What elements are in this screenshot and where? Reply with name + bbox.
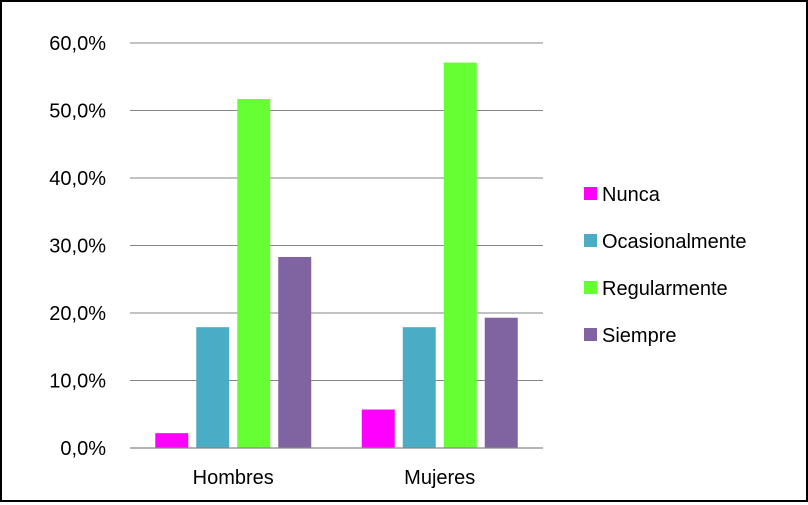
y-tick-label: 40,0%: [49, 168, 106, 190]
legend-swatch-nunca: [584, 187, 597, 200]
x-tick-labels: Hombres Mujeres: [193, 467, 476, 489]
bar-nunca-hombres: [155, 433, 189, 448]
x-tick-label: Mujeres: [404, 467, 475, 489]
y-tick-label: 10,0%: [49, 371, 106, 393]
legend-label-regularmente: Regularmente: [602, 278, 728, 300]
legend-swatch-siempre: [584, 328, 597, 341]
legend-label-nunca: Nunca: [602, 184, 661, 206]
bar-nunca-mujeres: [361, 409, 395, 448]
bar-siempre-mujeres: [484, 317, 518, 448]
bar-ocasionalmente-hombres: [196, 327, 230, 448]
bar-siempre-hombres: [278, 256, 312, 448]
y-tick-labels: 0,0% 10,0% 20,0% 30,0% 40,0% 50,0% 60,0%: [49, 33, 106, 460]
legend: Nunca Ocasionalmente Regularmente Siempre: [584, 184, 747, 347]
legend-label-siempre: Siempre: [602, 325, 676, 347]
bars: [155, 62, 518, 449]
legend-swatch-regularmente: [584, 281, 597, 294]
bar-regularmente-hombres: [237, 99, 271, 449]
y-tick-label: 50,0%: [49, 101, 106, 123]
legend-label-ocasionalmente: Ocasionalmente: [602, 231, 747, 253]
x-tick-label: Hombres: [193, 467, 274, 489]
y-tick-label: 0,0%: [60, 438, 106, 460]
y-tick-label: 60,0%: [49, 33, 106, 55]
legend-swatch-ocasionalmente: [584, 234, 597, 247]
bar-regularmente-mujeres: [443, 62, 477, 448]
y-tick-label: 30,0%: [49, 236, 106, 258]
gridlines: [130, 42, 543, 381]
bar-ocasionalmente-mujeres: [402, 327, 436, 448]
y-tick-label: 20,0%: [49, 303, 106, 325]
